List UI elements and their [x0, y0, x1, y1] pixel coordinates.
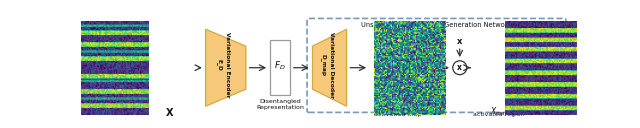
Text: x: x	[88, 66, 93, 75]
Text: $\hat{y}$: $\hat{y}$	[571, 60, 578, 74]
Polygon shape	[205, 29, 246, 106]
Text: Variational Encoder: Variational Encoder	[225, 32, 230, 97]
Text: Representation: Representation	[256, 105, 304, 110]
FancyBboxPatch shape	[270, 40, 290, 95]
Text: $X_{map}$: $X_{map}$	[490, 106, 509, 119]
Text: Unsupervised Activation Generation Network: Unsupervised Activation Generation Netwo…	[362, 22, 512, 28]
Text: E_D: E_D	[216, 59, 223, 71]
Text: Classifier: Classifier	[545, 47, 550, 79]
Text: C: C	[543, 72, 552, 79]
Text: $A_{map}$: $A_{map}$	[388, 106, 408, 119]
Text: X: X	[165, 108, 173, 118]
Text: speech signal: speech signal	[86, 57, 145, 66]
Text: x: x	[458, 63, 462, 72]
Text: Disentangled: Disentangled	[259, 99, 301, 104]
Circle shape	[452, 61, 467, 75]
Text: D_map: D_map	[321, 54, 326, 76]
FancyBboxPatch shape	[535, 40, 561, 95]
Polygon shape	[312, 29, 347, 106]
Text: activation map: activation map	[374, 112, 421, 117]
Text: activated region: activated region	[474, 112, 525, 117]
Text: $F_D$: $F_D$	[274, 60, 286, 72]
Text: x: x	[457, 37, 463, 46]
Text: Variational Decoder: Variational Decoder	[328, 32, 333, 98]
